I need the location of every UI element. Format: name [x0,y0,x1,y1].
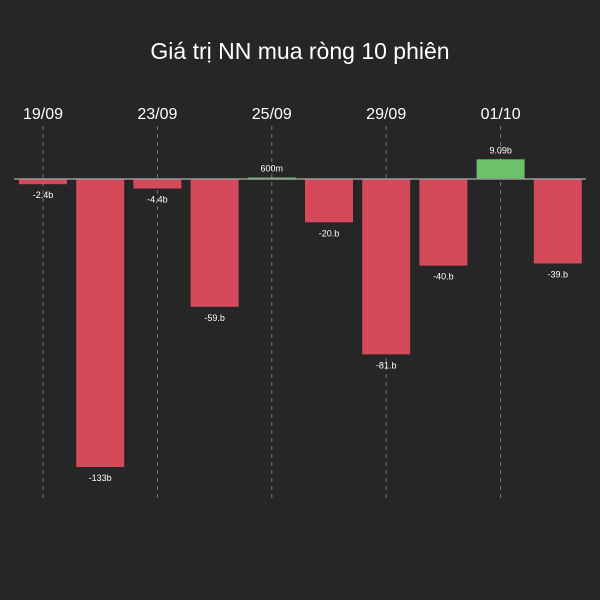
data-label: -59.b [204,313,225,323]
data-label: -133b [89,473,112,483]
bar [133,179,182,189]
data-label: -4.4b [147,195,168,205]
data-label: -20.b [319,228,340,238]
data-label: -2.4b [33,190,54,200]
chart-title: Giá trị NN mua ròng 10 phiên [150,38,450,64]
bar [305,179,353,223]
x-tick-label: 19/09 [23,106,63,123]
x-tick-label: 23/09 [137,106,177,123]
bar [533,179,582,264]
x-tick-label: 01/10 [481,106,521,123]
data-label: -81.b [376,360,397,370]
x-tick-label: 25/09 [252,106,292,123]
bar [76,179,125,467]
bar [19,179,67,185]
x-tick-label: 29/09 [366,106,406,123]
data-label: -39.b [548,269,569,279]
data-label: 9.09b [489,145,512,155]
bar [362,179,411,355]
data-label: -40.b [433,272,454,282]
data-label: 600m [261,164,284,174]
bar [419,179,468,266]
bar [190,179,239,307]
bar [476,159,525,179]
